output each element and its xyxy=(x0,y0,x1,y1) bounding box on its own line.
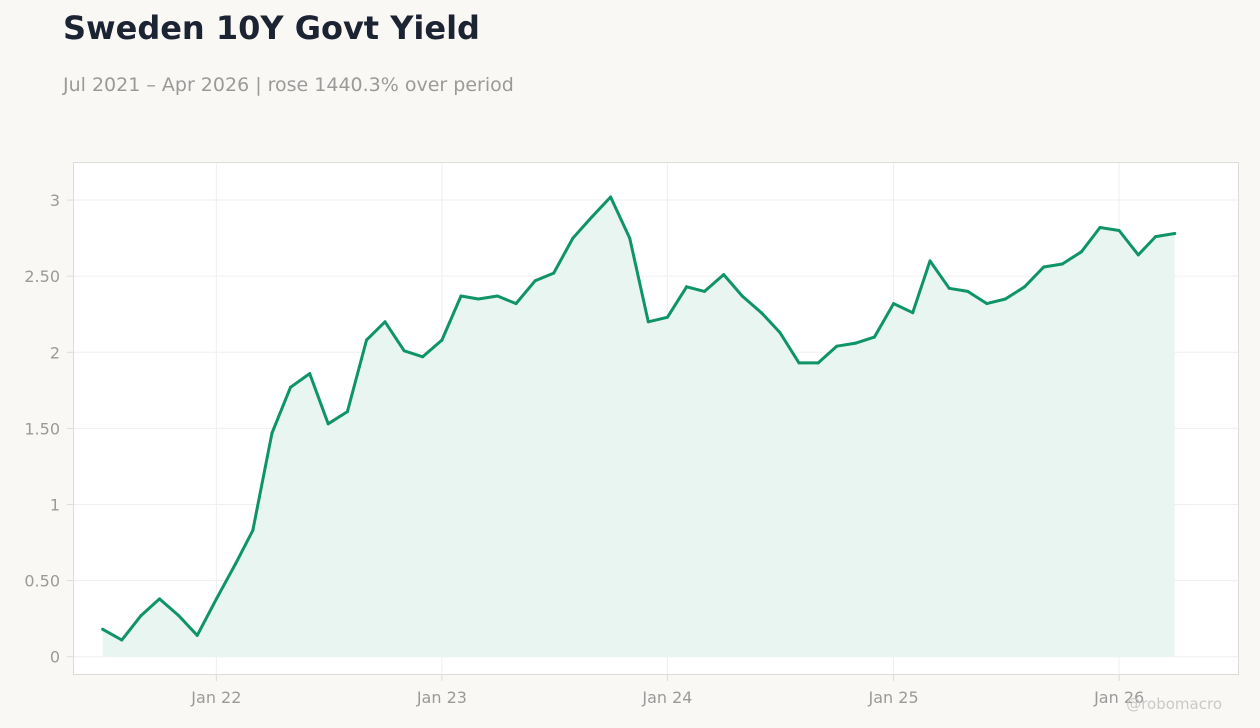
data-point-8 xyxy=(251,528,255,532)
data-point-48 xyxy=(1003,297,1007,301)
data-point-36 xyxy=(778,331,782,334)
data-point-4 xyxy=(177,614,181,618)
series-area-fill xyxy=(102,197,1175,657)
data-point-28 xyxy=(628,236,632,240)
x-tick-label-4: Jan 26 xyxy=(1093,688,1144,707)
x-tick-label-3: Jan 25 xyxy=(868,688,919,707)
data-point-30 xyxy=(665,315,669,319)
data-point-20 xyxy=(476,297,480,301)
y-tick-label-6: 3 xyxy=(50,191,60,210)
data-point-43 xyxy=(911,311,915,315)
data-point-37 xyxy=(797,361,801,365)
data-point-11 xyxy=(308,372,312,376)
data-point-52 xyxy=(1079,250,1083,254)
data-point-32 xyxy=(703,289,706,293)
data-point-18 xyxy=(440,338,444,342)
data-point-17 xyxy=(421,355,425,359)
data-point-55 xyxy=(1136,253,1140,257)
data-point-51 xyxy=(1060,262,1064,266)
data-point-25 xyxy=(571,236,575,240)
data-point-10 xyxy=(289,385,292,389)
data-point-3 xyxy=(158,597,161,601)
data-point-13 xyxy=(345,410,349,414)
data-point-45 xyxy=(947,286,951,290)
x-tick-label-0: Jan 22 xyxy=(190,688,241,707)
data-point-46 xyxy=(966,289,970,293)
data-point-1 xyxy=(120,638,124,642)
data-point-38 xyxy=(816,361,820,365)
y-tick-label-0: 0 xyxy=(50,648,60,667)
data-point-39 xyxy=(835,344,839,348)
chart-title: Sweden 10Y Govt Yield xyxy=(63,9,480,47)
y-tick-label-2: 1 xyxy=(50,496,60,515)
data-point-5 xyxy=(195,633,199,637)
data-point-29 xyxy=(646,320,650,324)
axes: 0 0.50 1 1.50 2 2.50 3 Jan 22 Jan 23 Jan 24 Jan 25… xyxy=(24,191,1144,707)
data-point-50 xyxy=(1042,265,1046,269)
data-point-57 xyxy=(1173,232,1177,235)
plot-frame xyxy=(73,162,1239,675)
data-point-42 xyxy=(892,302,896,306)
y-tick-label-1: 0.50 xyxy=(24,572,60,591)
data-point-31 xyxy=(685,285,689,289)
data-point-23 xyxy=(533,279,537,283)
data-point-26 xyxy=(590,215,594,219)
data-point-44 xyxy=(928,259,932,263)
data-point-15 xyxy=(383,320,387,324)
data-point-2 xyxy=(139,614,143,618)
data-point-54 xyxy=(1117,229,1121,232)
data-point-41 xyxy=(872,335,876,339)
series-line xyxy=(101,195,1177,642)
watermark: @robomacro xyxy=(1126,695,1222,713)
data-point-21 xyxy=(496,294,499,298)
data-point-49 xyxy=(1023,285,1027,289)
data-point-33 xyxy=(722,273,726,277)
y-tick-label-4: 2 xyxy=(50,343,60,362)
data-point-12 xyxy=(326,422,330,426)
data-point-9 xyxy=(270,431,274,435)
chart-subtitle: Jul 2021 – Apr 2026 | rose 1440.3% over … xyxy=(63,74,514,96)
data-point-53 xyxy=(1098,226,1102,229)
y-tick-label-5: 2.50 xyxy=(24,267,60,286)
x-tick-label-2: Jan 24 xyxy=(641,688,692,707)
data-point-19 xyxy=(459,294,463,298)
data-point-40 xyxy=(854,341,858,345)
data-points xyxy=(101,195,1177,642)
data-point-56 xyxy=(1154,235,1158,239)
data-point-35 xyxy=(759,311,763,315)
data-point-34 xyxy=(740,294,744,298)
data-point-7 xyxy=(234,562,237,566)
data-point-6 xyxy=(214,597,218,601)
data-point-27 xyxy=(609,195,613,199)
data-point-24 xyxy=(552,271,556,275)
data-point-22 xyxy=(514,302,518,306)
x-tick-label-1: Jan 23 xyxy=(416,688,467,707)
data-point-16 xyxy=(402,349,406,353)
data-point-14 xyxy=(365,338,368,342)
data-point-47 xyxy=(985,302,989,306)
data-point-0 xyxy=(101,627,105,631)
y-tick-label-3: 1.50 xyxy=(24,419,60,438)
